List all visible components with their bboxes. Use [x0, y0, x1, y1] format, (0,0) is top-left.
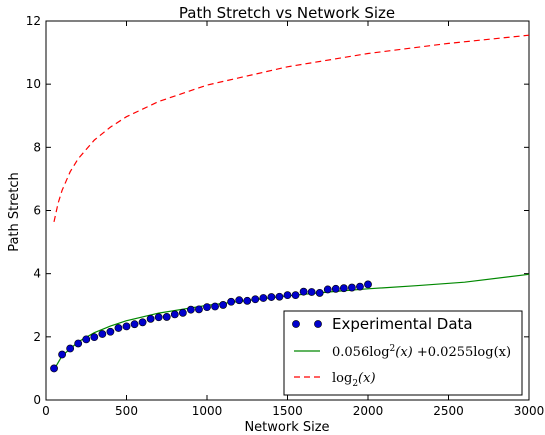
experimental-data-point	[66, 344, 75, 353]
y-tick-label: 2	[33, 330, 41, 344]
experimental-data-point	[347, 283, 356, 292]
experimental-data-point	[251, 295, 260, 304]
experimental-data-point	[323, 285, 332, 294]
experimental-data-point	[219, 301, 227, 309]
x-tick-label: 2500	[433, 404, 464, 418]
y-tick-label: 8	[33, 140, 41, 154]
experimental-data-point	[243, 296, 252, 305]
y-axis-label: Path Stretch	[7, 172, 22, 252]
experimental-data-point	[106, 327, 115, 336]
experimental-data-point	[50, 364, 58, 373]
x-tick-label: 2000	[353, 404, 384, 418]
experimental-data-point	[58, 350, 66, 359]
experimental-data-point	[315, 289, 324, 297]
legend-marker-dot	[314, 320, 322, 328]
y-tick-label: 4	[33, 267, 41, 281]
experimental-data-point	[235, 296, 244, 305]
experimental-data-point	[130, 320, 139, 329]
experimental-data-point	[283, 291, 292, 300]
experimental-data-point	[203, 303, 211, 312]
experimental-data-point	[267, 293, 276, 301]
experimental-data-point	[356, 282, 364, 291]
experimental-data-point	[138, 318, 147, 327]
experimental-data-point	[275, 292, 284, 301]
x-tick-label: 3000	[514, 404, 545, 418]
experimental-data-point	[98, 330, 107, 338]
experimental-data-point	[82, 335, 91, 344]
legend-label-experimental: Experimental Data	[332, 315, 473, 333]
y-tick-label: 6	[33, 204, 41, 218]
series-log2-line	[53, 34, 530, 223]
experimental-data-point	[339, 284, 348, 293]
experimental-data-point	[259, 294, 268, 302]
experimental-data-point	[331, 284, 340, 293]
experimental-data-point	[291, 291, 300, 300]
legend-marker-dot	[292, 320, 300, 328]
experimental-data-point	[162, 313, 171, 321]
experimental-data-point	[146, 314, 155, 323]
experimental-data-point	[299, 287, 308, 296]
experimental-data-point	[170, 310, 179, 319]
x-tick-label: 0	[42, 404, 50, 418]
experimental-data-point	[178, 308, 187, 317]
x-tick-label: 1500	[272, 404, 303, 418]
y-tick-label: 0	[33, 393, 41, 407]
experimental-data-point	[74, 339, 83, 348]
experimental-data-point	[114, 324, 123, 332]
experimental-data-point	[122, 322, 131, 331]
experimental-data-point	[211, 302, 219, 311]
x-axis-label: Network Size	[244, 420, 329, 435]
legend-box	[283, 310, 523, 396]
y-tick-label: 12	[26, 14, 41, 28]
chart-title: Path Stretch vs Network Size	[179, 4, 395, 22]
legend-label-log2: log2(x)	[332, 371, 376, 389]
experimental-data-point	[186, 305, 195, 314]
x-tick-label: 500	[115, 404, 138, 418]
experimental-data-point	[195, 305, 203, 314]
experimental-data-point	[227, 297, 236, 306]
experimental-data-point	[90, 333, 99, 342]
x-tick-label: 1000	[192, 404, 223, 418]
experimental-data-point	[154, 313, 163, 322]
experimental-data-point	[307, 288, 316, 296]
y-tick-label: 10	[26, 77, 41, 91]
experimental-data-point	[364, 280, 372, 289]
legend-label-fit: 0.056log2(x) +0.0255log(x)	[332, 344, 511, 360]
